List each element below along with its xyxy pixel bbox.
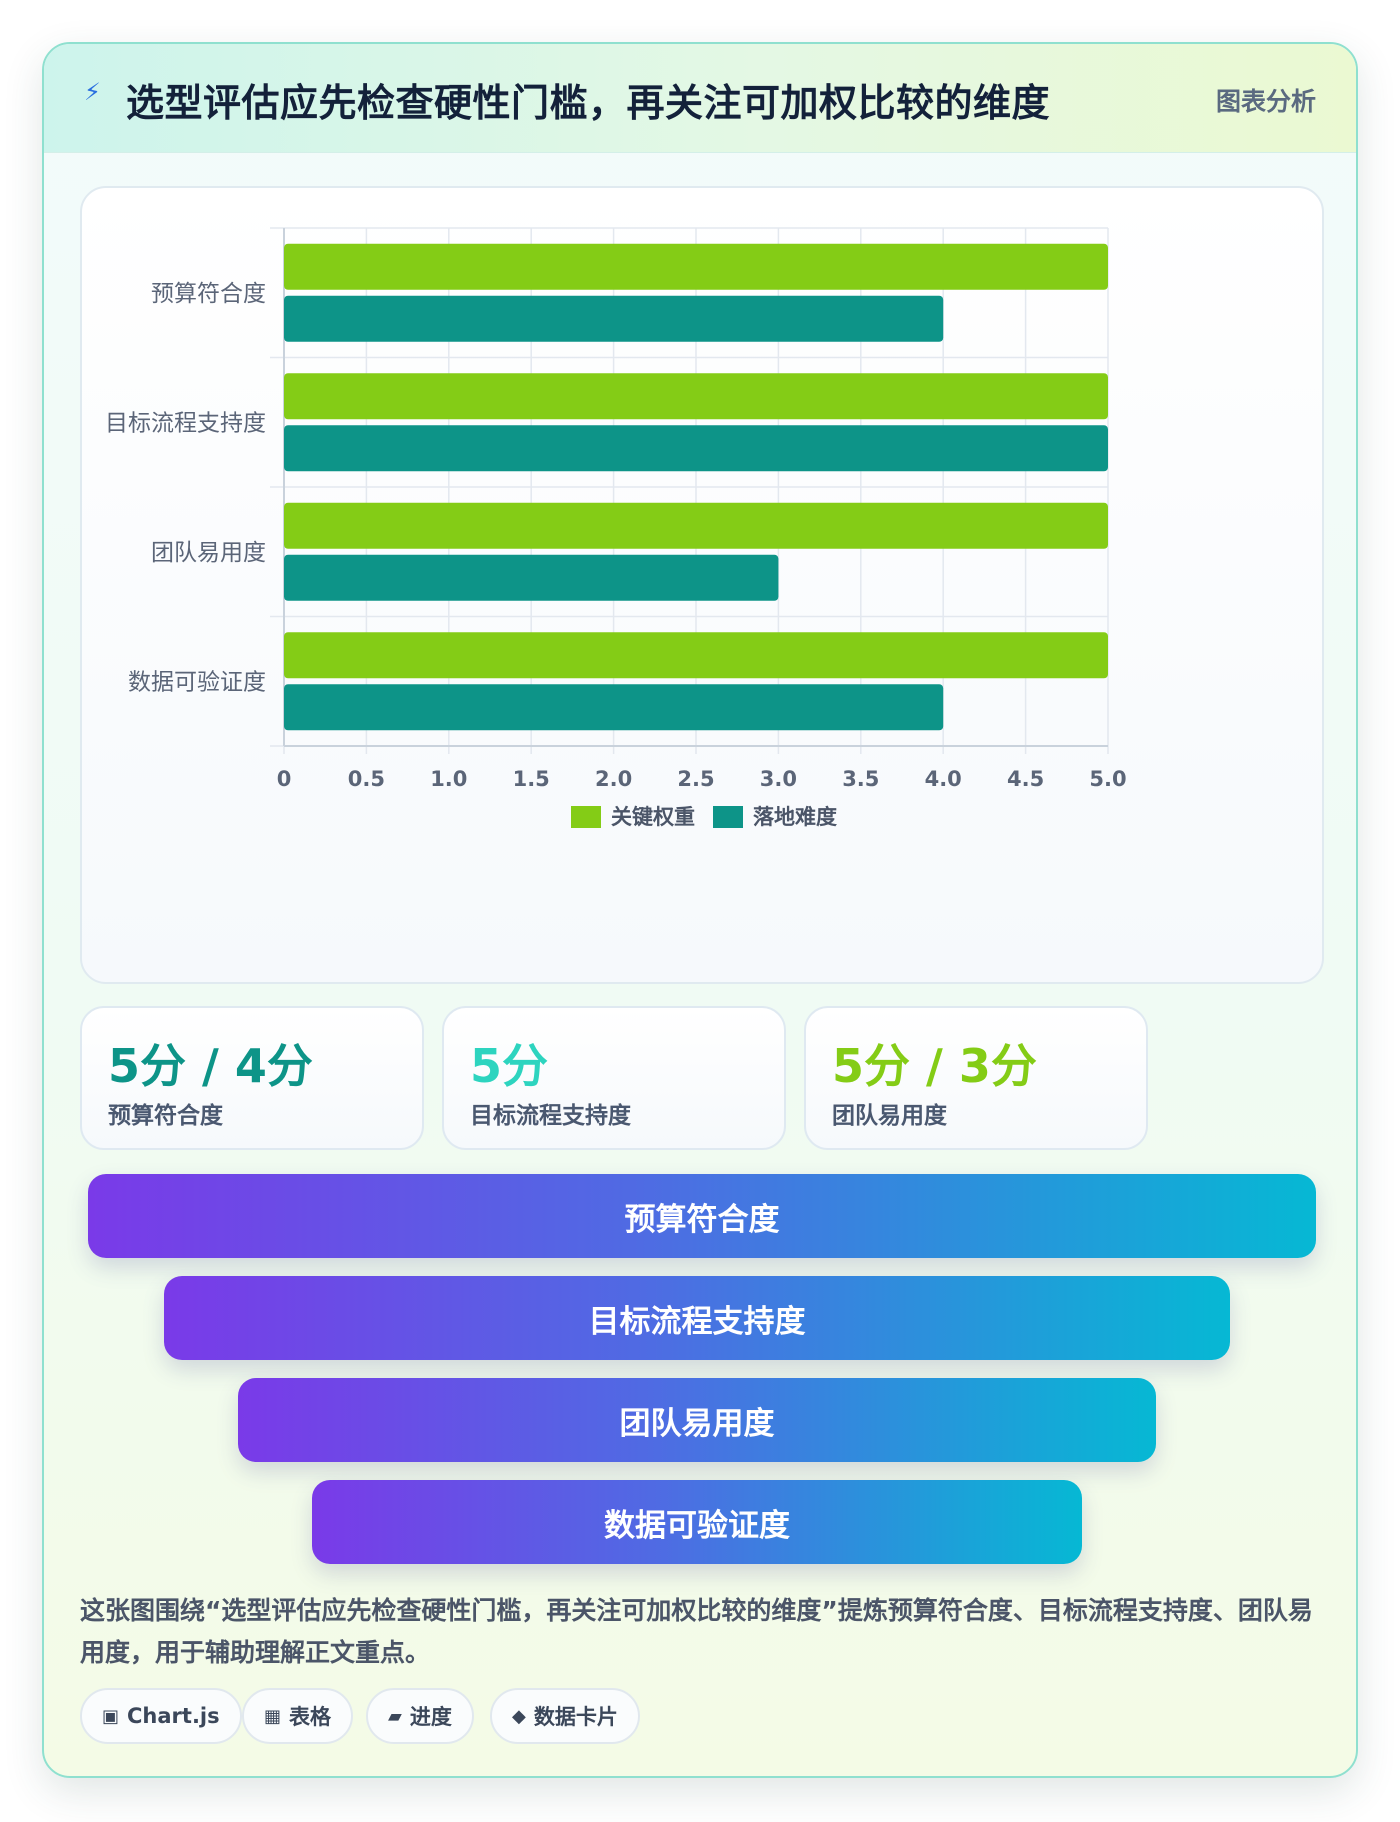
chip-progress[interactable]: ▰ 进度 — [366, 1688, 474, 1744]
bar-weight — [284, 632, 1108, 679]
legend-label: 落地难度 — [753, 805, 837, 829]
bar-weight — [284, 502, 1108, 549]
stat-value: 5分 — [470, 1039, 549, 1093]
funnel-stage-3: 团队易用度 — [238, 1378, 1156, 1462]
stat-label: 团队易用度 — [832, 1103, 947, 1129]
stat-card-budget: 5分 / 4分 预算符合度 — [80, 1006, 424, 1150]
stat-value: 5分 / 3分 — [832, 1039, 1037, 1093]
bar-weight — [284, 243, 1108, 290]
stat-card-usability: 5分 / 3分 团队易用度 — [804, 1006, 1148, 1150]
chip-data-card[interactable]: ◆ 数据卡片 — [490, 1688, 640, 1744]
chart-description: 这张图围绕“选型评估应先检查硬性门槛，再关注可加权比较的维度”提炼预算符合度、目… — [80, 1596, 1313, 1667]
bar-difficulty — [284, 684, 944, 731]
y-category-label: 团队易用度 — [151, 540, 266, 566]
data-card-icon: ◆ — [512, 1705, 526, 1727]
bar-difficulty — [284, 425, 1108, 472]
x-tick-label: 2.5 — [677, 767, 714, 791]
chip-label: 进度 — [409, 1705, 452, 1729]
card-header: ⚡ 选型评估应先检查硬性门槛，再关注可加权比较的维度 图表分析 — [44, 44, 1356, 153]
x-tick-label: 0.5 — [348, 767, 385, 791]
chart-icon: ▣ — [102, 1705, 120, 1727]
stat-card-process: 5分 目标流程支持度 — [442, 1006, 786, 1150]
funnel-stage-2: 目标流程支持度 — [164, 1276, 1230, 1360]
bar-difficulty — [284, 295, 944, 342]
chart-panel: 0 0.5 1.0 1.5 2.0 2.5 3.0 3.5 4.0 4.5 5.0 预算符合度目标流程… — [80, 186, 1324, 984]
legend-swatch — [571, 806, 601, 828]
progress-icon: ▰ — [388, 1705, 402, 1727]
y-category-label: 数据可验证度 — [128, 669, 266, 695]
stat-label: 预算符合度 — [108, 1103, 223, 1129]
header-tag: 图表分析 — [1215, 87, 1316, 116]
legend-swatch — [713, 806, 743, 828]
bar-difficulty — [284, 554, 779, 601]
x-tick-label: 2.0 — [595, 767, 632, 791]
chip-table[interactable]: ▦ 表格 — [242, 1688, 354, 1744]
chip-label: Chart.js — [127, 1704, 220, 1728]
table-icon: ▦ — [264, 1705, 282, 1727]
lightning-icon: ⚡ — [84, 78, 101, 106]
stat-label: 目标流程支持度 — [470, 1103, 631, 1129]
y-category-label: 目标流程支持度 — [105, 410, 266, 436]
page-title: 选型评估应先检查硬性门槛，再关注可加权比较的维度 — [126, 81, 1051, 125]
chip-chartjs[interactable]: ▣ Chart.js — [80, 1688, 242, 1744]
legend-label: 关键权重 — [611, 805, 695, 829]
x-tick-label: 3.5 — [842, 767, 879, 791]
chip-label: 数据卡片 — [533, 1705, 618, 1729]
chip-label: 表格 — [289, 1705, 332, 1729]
bar-weight — [284, 373, 1108, 420]
x-tick-label: 3.0 — [760, 767, 797, 791]
chart-card: ⚡ 选型评估应先检查硬性门槛，再关注可加权比较的维度 图表分析 0 0.5 1.0 1… — [42, 42, 1358, 1778]
x-tick-label: 1.5 — [513, 767, 550, 791]
bar-chart: 0 0.5 1.0 1.5 2.0 2.5 3.0 3.5 4.0 4.5 5.0 预算符合度目标流程… — [105, 227, 1127, 829]
stat-value: 5分 / 4分 — [108, 1039, 313, 1093]
funnel-stage-1: 预算符合度 — [88, 1174, 1316, 1258]
y-category-label: 预算符合度 — [151, 281, 266, 307]
x-tick-label: 1.0 — [430, 767, 467, 791]
funnel-stage-4: 数据可验证度 — [312, 1480, 1082, 1564]
x-tick-label: 4.5 — [1007, 767, 1044, 791]
x-tick-label: 5.0 — [1089, 767, 1126, 791]
x-tick-label: 0 — [277, 767, 292, 791]
x-tick-label: 4.0 — [925, 767, 962, 791]
